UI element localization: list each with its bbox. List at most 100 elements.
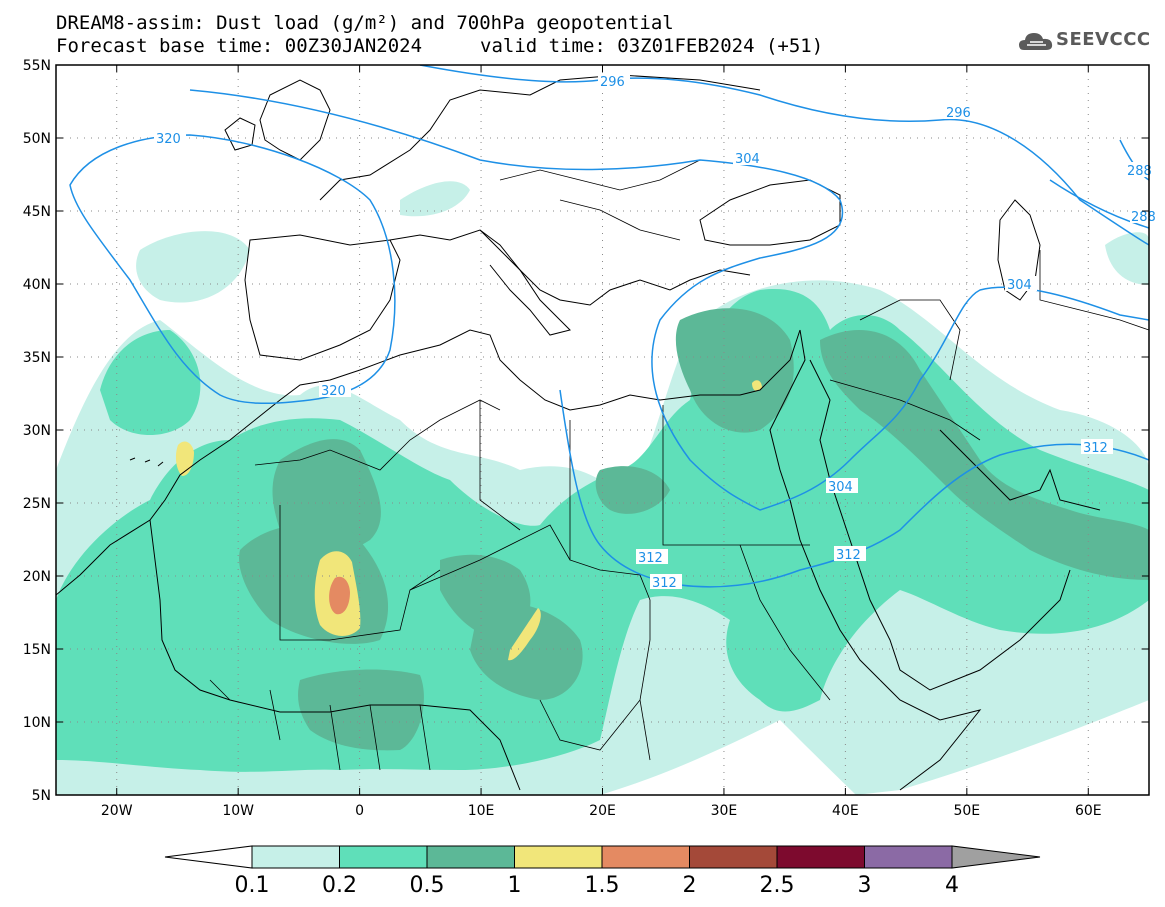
border-west-africa: [209, 679, 431, 771]
contour-312: [559, 389, 1149, 588]
border-balkans: [559, 199, 681, 241]
canary-islands: [129, 457, 164, 467]
colorbar-label: 0.2: [322, 873, 357, 898]
border-1: [254, 399, 501, 471]
latitude-labels: 55N 50N 45N 40N 35N 30N 25N 20N 15N 10N 5N: [23, 58, 51, 804]
colorbar-label: 1.5: [585, 873, 620, 898]
colorbar-label: 3: [858, 873, 872, 898]
colorbar-segment: [251, 845, 340, 869]
colorbar-segment: [514, 845, 603, 869]
axis-ticks: [56, 64, 1149, 796]
dust-level-1.5: [329, 576, 350, 615]
colorbar-segment: [689, 845, 778, 869]
lat-label: 55N: [23, 58, 51, 74]
longitude-labels: 20W 10W 0 10E 20E 30E 40E 50E 60E: [101, 803, 1102, 819]
lat-label: 35N: [23, 350, 51, 366]
map-subtitle: Forecast base time: 00Z30JAN2024 valid ti…: [56, 35, 823, 57]
lat-label: 20N: [23, 569, 51, 585]
contour-label-288a: 288: [1127, 164, 1152, 179]
border-egypt: [662, 405, 810, 546]
border-sudan-east: [739, 544, 831, 701]
seevccc-logo: SEEVCCC: [1018, 28, 1158, 54]
contour-296: [419, 65, 1149, 246]
lat-label: 50N: [23, 131, 51, 147]
lat-label: 10N: [23, 715, 51, 731]
uk: [259, 79, 331, 161]
colorbar: [164, 845, 1041, 869]
lon-label: 10E: [468, 803, 495, 819]
cloud-icon: [1019, 33, 1053, 50]
lon-label: 0: [355, 803, 364, 819]
border-iraq: [829, 379, 981, 441]
colorbar-label: 1: [508, 873, 522, 898]
border-mali: [279, 505, 441, 641]
west-africa-coast: [149, 519, 521, 791]
lon-label: 20W: [101, 803, 133, 819]
north-africa-coast: [56, 329, 801, 596]
base-time: Forecast base time: 00Z30JAN2024: [56, 35, 423, 57]
arabia-coast: [809, 359, 1071, 691]
contour-label-312b: 312: [836, 548, 861, 563]
border-niger: [409, 524, 571, 591]
contour-label-304b: 304: [1007, 278, 1032, 293]
colorbar-label: 4: [945, 873, 959, 898]
contour-label-304c: 304: [828, 480, 853, 495]
ireland: [224, 117, 256, 151]
colorbar-segment: [864, 845, 953, 869]
dust-field: [56, 181, 1149, 795]
lat-label: 25N: [23, 496, 51, 512]
contour-label-296a: 296: [600, 75, 625, 90]
lon-label: 40E: [832, 803, 859, 819]
border-car: [539, 699, 641, 751]
north-europe-coast: [319, 74, 761, 201]
contour-label-312d: 312: [652, 576, 677, 591]
lon-label: 30E: [711, 803, 738, 819]
border-libya-chad: [569, 420, 651, 640]
lon-label: 60E: [1075, 803, 1102, 819]
colorbar-min-arrow: [164, 845, 253, 869]
valid-time: valid time: 03Z01FEB2024 (+51): [480, 35, 824, 57]
map-title: DREAM8-assim: Dust load (g/m²) and 700hP…: [56, 12, 674, 34]
contour-label-312c: 312: [638, 551, 663, 566]
contour-320: [69, 134, 396, 405]
contour-label-320a: 320: [156, 132, 181, 147]
contour-label-288b: 288: [1131, 210, 1156, 225]
border-algeria-libya: [479, 400, 521, 531]
coastlines: [56, 74, 1101, 791]
lat-label: 30N: [23, 423, 51, 439]
colorbar-segment: [776, 845, 865, 869]
colorbar-label: 2.5: [760, 873, 795, 898]
contour-288: [1049, 179, 1149, 229]
geopotential-contours: [69, 65, 1149, 588]
border-europe-1: [499, 159, 701, 191]
gulf-coast: [939, 429, 1101, 511]
logo-text: SEEVCCC: [1056, 29, 1151, 50]
italy: [479, 229, 571, 336]
red-sea-west: [769, 329, 881, 681]
contour-label-296b: 296: [946, 106, 971, 121]
lat-label: 40N: [23, 277, 51, 293]
lon-label: 50E: [953, 803, 980, 819]
contour-label-304a: 304: [735, 152, 760, 167]
lat-label: 5N: [32, 788, 51, 804]
colorbar-segment: [339, 845, 428, 869]
contour-labels: 296 296 304 304 304 312 312 312 312 320 …: [154, 73, 1156, 591]
south-europe-coast: [389, 229, 751, 306]
border-iran: [859, 299, 961, 381]
horn-of-africa: [879, 679, 982, 791]
colorbar-segment: [601, 845, 690, 869]
colorbar-label: 0.5: [410, 873, 445, 898]
contour-304: [189, 89, 1149, 511]
lat-label: 15N: [23, 642, 51, 658]
colorbar-segment: [426, 845, 515, 869]
colorbar-label: 0.1: [235, 873, 270, 898]
iberia: [244, 234, 401, 361]
borders: [209, 159, 1149, 771]
colorbar-labels: 0.1 0.2 0.5 1 1.5 2 2.5 3 4: [235, 873, 960, 898]
colorbar-max-arrow: [951, 845, 1041, 869]
lon-label: 10W: [222, 803, 254, 819]
contour-label-320b: 320: [321, 384, 346, 399]
contour-label-312a: 312: [1083, 441, 1108, 456]
lat-label: 45N: [23, 204, 51, 220]
